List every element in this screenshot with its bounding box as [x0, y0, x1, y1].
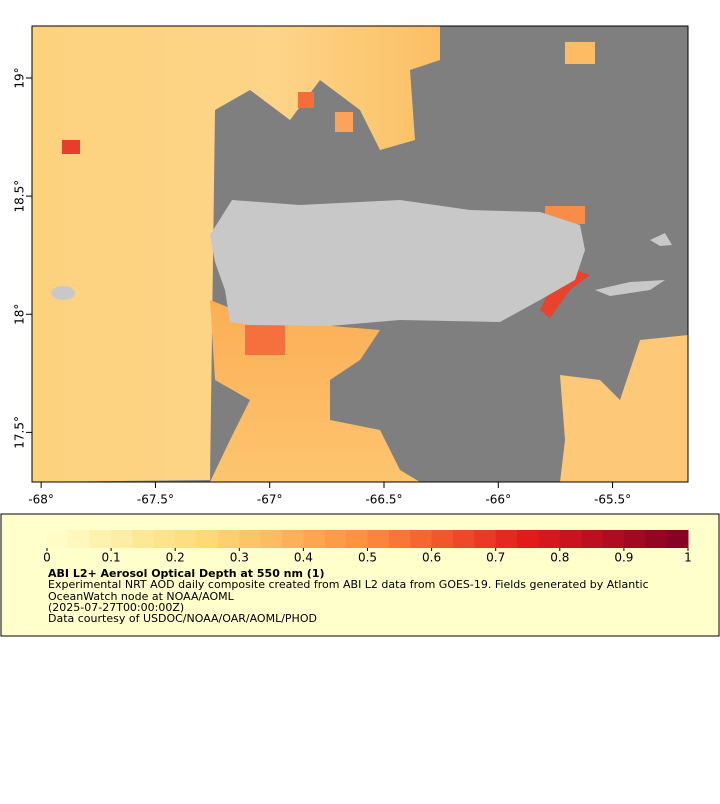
colorbar-cell [303, 530, 326, 548]
aod-patch [298, 92, 314, 108]
legend-text: (2025-07-27T00:00:00Z) [48, 601, 184, 614]
colorbar-cell [175, 530, 198, 548]
colorbar-cell [153, 530, 176, 548]
colorbar-tick-label: 0.9 [614, 551, 633, 565]
colorbar-cell [495, 530, 518, 548]
legend-text: Data courtesy of USDOC/NOAA/OAR/AOML/PHO… [48, 612, 317, 625]
colorbar-tick-label: 0.7 [486, 551, 505, 565]
colorbar: 0 0.1 0.2 0.3 0.4 0.5 0.6 0.7 0.8 0.9 1 [43, 530, 692, 565]
colorbar-cell [538, 530, 561, 548]
island-land [51, 286, 75, 300]
colorbar-tick-label: 0.4 [294, 551, 313, 565]
colorbar-cell [645, 530, 668, 548]
island-land [210, 200, 585, 326]
aod-patch [62, 140, 80, 154]
y-tick-label: 17.5° [13, 416, 27, 449]
colorbar-cell [602, 530, 625, 548]
aod-patch [565, 42, 595, 64]
colorbar-tick-label: 1 [684, 551, 692, 565]
colorbar-cell [239, 530, 262, 548]
colorbar-cell [431, 530, 454, 548]
legend-text: Experimental NRT AOD daily composite cre… [48, 578, 649, 591]
x-tick-label: -67° [257, 493, 283, 507]
colorbar-cell [410, 530, 433, 548]
x-tick-label: -66° [485, 493, 511, 507]
colorbar-cell [346, 530, 368, 548]
aod-region-southeast [560, 335, 688, 482]
colorbar-cell [132, 530, 155, 548]
island-land [595, 280, 665, 296]
colorbar-cell [452, 530, 475, 548]
legend-text: OceanWatch node at NOAA/AOML [48, 590, 235, 603]
colorbar-cell [260, 530, 283, 548]
aod-patch [335, 112, 353, 132]
x-tick-label: -68° [28, 493, 54, 507]
map-raster [32, 26, 688, 482]
colorbar-cell [388, 530, 411, 548]
colorbar-tick-label: 0.8 [550, 551, 569, 565]
colorbar-cell [68, 530, 91, 548]
colorbar-cell [474, 530, 497, 548]
colorbar-cell [517, 530, 539, 548]
colorbar-cell [111, 530, 133, 548]
colorbar-cell [367, 530, 390, 548]
colorbar-cell [217, 530, 240, 548]
colorbar-cell [581, 530, 604, 548]
aod-patch [540, 270, 590, 318]
colorbar-tick-label: 0.3 [230, 551, 249, 565]
colorbar-tick-label: 0.1 [102, 551, 121, 565]
colorbar-tick-label: 0.6 [422, 551, 441, 565]
aod-region-west [32, 26, 440, 482]
x-tick-label: -67.5° [137, 493, 174, 507]
colorbar-cell [89, 530, 112, 548]
colorbar-cell [324, 530, 347, 548]
aod-patch [245, 325, 285, 355]
legend-title: ABI L2+ Aerosol Optical Depth at 550 nm … [48, 567, 325, 580]
colorbar-cell [559, 530, 582, 548]
colorbar-tick-label: 0.2 [166, 551, 185, 565]
y-tick-label: 19° [13, 67, 27, 88]
colorbar-cell [623, 530, 646, 548]
colorbar-cell [47, 530, 69, 548]
colorbar-tick-label: 0.5 [358, 551, 377, 565]
island-land [650, 233, 672, 246]
colorbar-tick-label: 0 [43, 551, 51, 565]
x-tick-label: -66.5° [365, 493, 402, 507]
x-tick-label: -65.5° [594, 493, 631, 507]
colorbar-cell [666, 530, 689, 548]
plot-frame [31, 25, 689, 483]
colorbar-cell [196, 530, 219, 548]
y-tick-label: 18° [13, 304, 27, 325]
colorbar-cell [282, 530, 304, 548]
y-tick-label: 18.5° [13, 180, 27, 213]
